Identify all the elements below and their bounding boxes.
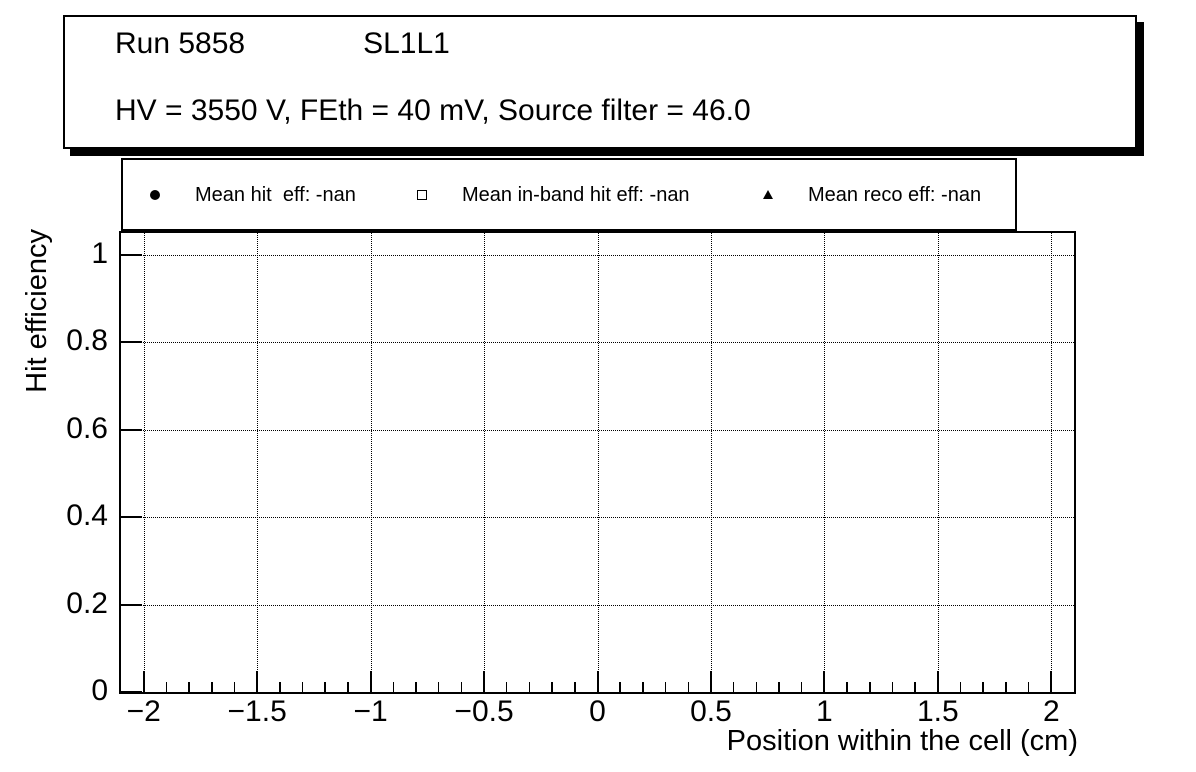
x-major-tick: [823, 671, 826, 692]
x-major-tick: [369, 671, 372, 692]
x-axis-title: Position within the cell (cm): [726, 725, 1078, 757]
y-major-tick: [121, 341, 142, 344]
x-minor-tick: [732, 682, 735, 692]
x-minor-tick: [869, 682, 871, 692]
filled-circle-icon: [147, 189, 163, 200]
x-gridline: [1051, 233, 1053, 692]
x-minor-tick: [233, 682, 236, 692]
x-minor-tick: [528, 682, 531, 692]
x-minor-tick: [301, 682, 304, 692]
x-tick-label: −1: [353, 695, 388, 728]
y-major-tick: [121, 253, 142, 256]
y-major-tick: [121, 428, 142, 431]
x-gridline: [937, 233, 939, 692]
y-gridline: [121, 604, 1074, 606]
legend-label: Mean reco eff: -nan: [808, 183, 982, 206]
x-minor-tick: [279, 682, 281, 692]
x-minor-tick: [347, 682, 349, 692]
x-tick-label: 2: [1042, 695, 1060, 728]
x-minor-tick: [642, 682, 644, 692]
x-major-tick: [1050, 671, 1053, 692]
x-tick-label: −2: [126, 695, 161, 728]
x-tick-label: −1.5: [227, 695, 287, 728]
x-minor-tick: [982, 682, 984, 692]
x-minor-tick: [778, 682, 780, 692]
y-tick-label: 0.6: [66, 411, 108, 445]
x-minor-tick: [959, 682, 962, 692]
legend: Mean hit eff: -nan Mean in-band hit eff:…: [121, 158, 1017, 231]
chamber-label: SL1L1: [363, 27, 450, 60]
legend-entry-mean-hit-eff: Mean hit eff: -nan: [147, 160, 356, 229]
y-gridline: [121, 429, 1074, 431]
x-gridline: [597, 233, 599, 692]
x-minor-tick: [914, 682, 916, 692]
x-major-tick: [936, 671, 939, 692]
legend-entry-mean-reco-eff: Mean reco eff: -nan: [760, 160, 981, 229]
y-gridline: [121, 254, 1074, 256]
y-tick-label: 0.2: [66, 586, 108, 620]
x-gridline: [257, 233, 259, 692]
x-gridline: [143, 233, 145, 692]
x-tick-label: 1: [816, 695, 833, 728]
legend-label: Mean in-band hit eff: -nan: [462, 183, 690, 206]
x-tick-label: 0: [589, 695, 606, 728]
x-minor-tick: [188, 682, 190, 692]
x-gridline: [710, 233, 712, 692]
x-major-tick: [596, 671, 599, 692]
y-gridline: [121, 517, 1074, 519]
x-minor-tick: [211, 682, 213, 692]
x-minor-tick: [437, 682, 440, 692]
y-tick-label: 0: [91, 673, 108, 707]
x-minor-tick: [1027, 682, 1030, 692]
x-minor-tick: [165, 682, 168, 692]
x-minor-tick: [755, 682, 758, 692]
y-tick-label: 0.8: [66, 324, 108, 358]
y-axis-title: Hit efficiency: [21, 229, 53, 393]
y-gridline: [121, 342, 1074, 344]
x-minor-tick: [1005, 682, 1007, 692]
x-tick-label: −0.5: [454, 695, 514, 728]
x-major-tick: [142, 671, 145, 692]
x-minor-tick: [619, 682, 621, 692]
x-minor-tick: [800, 682, 803, 692]
x-tick-label: 0.5: [690, 695, 732, 728]
x-minor-tick: [392, 682, 395, 692]
run-number: Run 5858: [115, 27, 246, 60]
y-major-tick: [121, 516, 142, 519]
x-minor-tick: [324, 682, 326, 692]
y-major-tick: [121, 603, 142, 606]
x-minor-tick: [891, 682, 894, 692]
x-gridline: [370, 233, 372, 692]
x-minor-tick: [551, 682, 553, 692]
x-minor-tick: [846, 682, 848, 692]
title-line-conditions: HV = 3550 V, FEth = 40 mV, Source filter…: [115, 94, 751, 127]
x-minor-tick: [460, 682, 463, 692]
y-tick-label: 1: [91, 236, 108, 270]
legend-label: Mean hit eff: -nan: [195, 183, 356, 206]
x-minor-tick: [687, 682, 689, 692]
x-major-tick: [256, 671, 259, 692]
y-tick-label: 0.4: [66, 498, 108, 532]
filled-triangle-icon: [760, 190, 776, 199]
x-major-tick: [709, 671, 712, 692]
x-minor-tick: [664, 682, 667, 692]
plot-frame: [119, 231, 1076, 694]
x-gridline: [484, 233, 486, 692]
y-major-tick: [121, 691, 142, 693]
open-square-icon: [414, 189, 430, 200]
legend-entry-mean-inband-hit-eff: Mean in-band hit eff: -nan: [414, 160, 690, 229]
title-box: Run 5858 SL1L1 HV = 3550 V, FEth = 40 mV,…: [63, 15, 1137, 149]
x-gridline: [824, 233, 826, 692]
x-minor-tick: [415, 682, 417, 692]
x-tick-label: 1.5: [916, 695, 959, 728]
x-minor-tick: [574, 682, 576, 692]
title-line-run: Run 5858 SL1L1: [115, 29, 1135, 59]
x-major-tick: [483, 671, 486, 692]
x-minor-tick: [505, 682, 508, 692]
